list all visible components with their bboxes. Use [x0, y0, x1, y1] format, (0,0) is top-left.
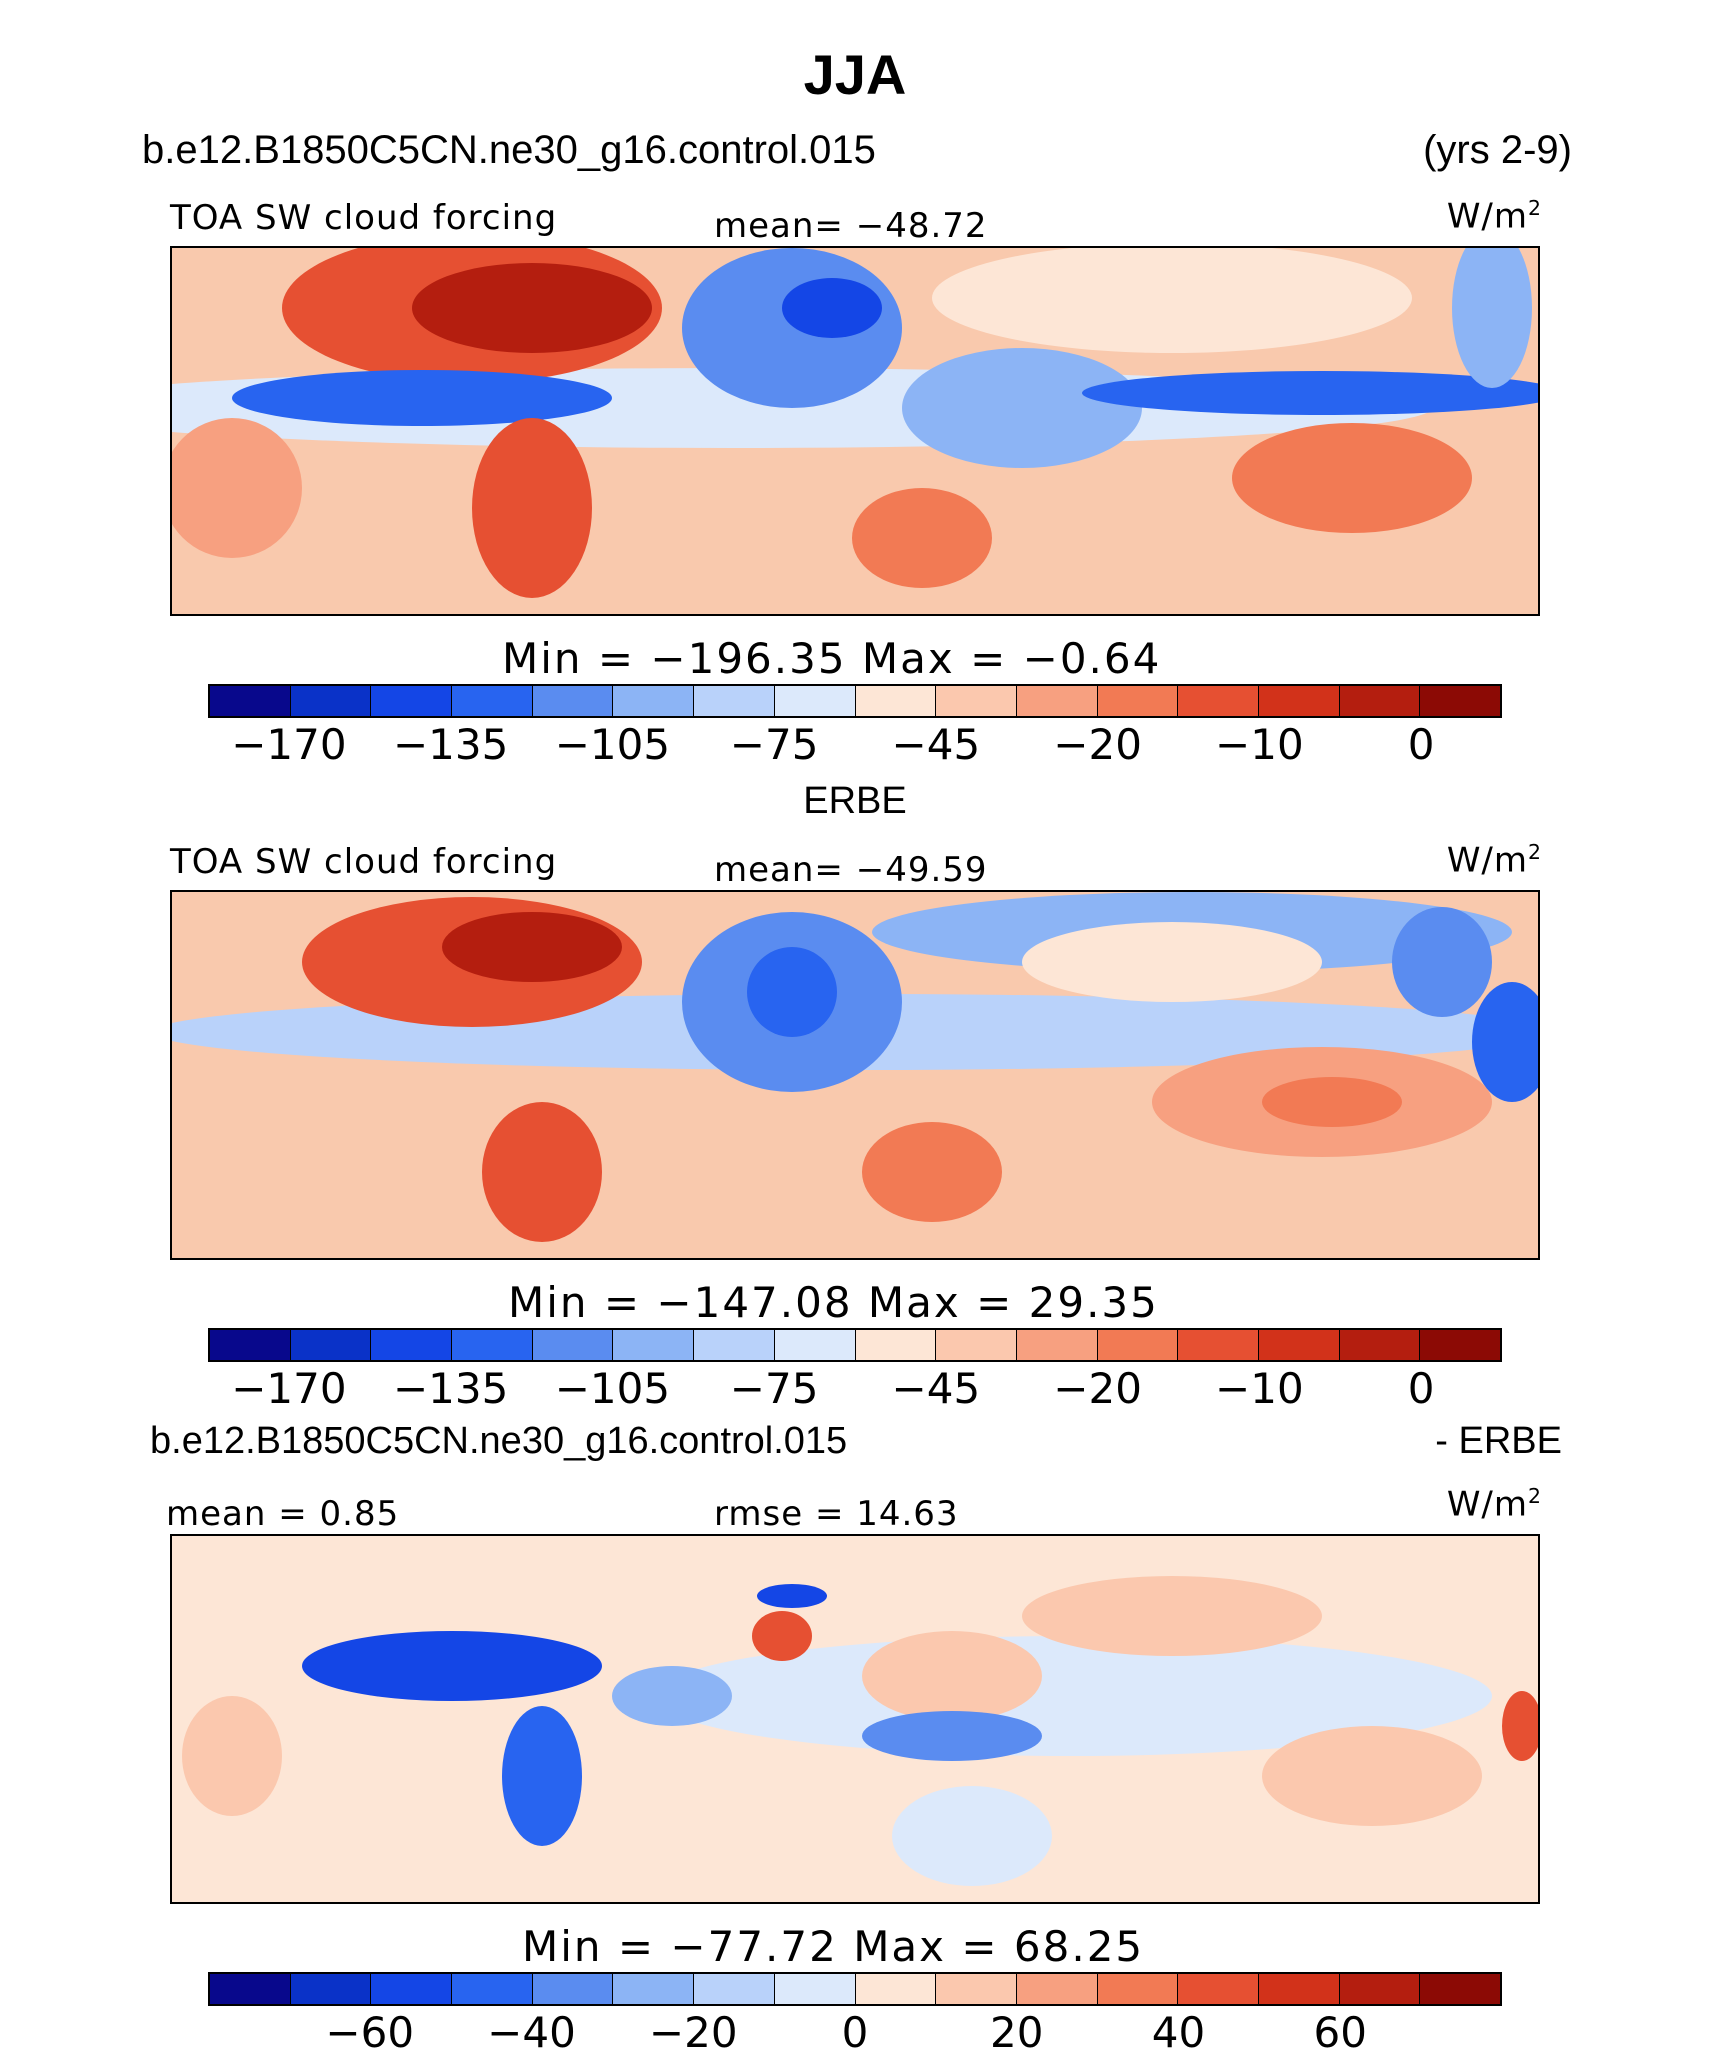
years-label: (yrs 2-9)	[1423, 128, 1572, 172]
panel1-units: W/m2	[1446, 196, 1542, 237]
panel3-mean: mean = 0.85	[166, 1494, 400, 1534]
obs-name: ERBE	[803, 780, 907, 822]
colorbar-swatch	[613, 1974, 695, 2004]
colorbar-swatch	[1178, 1330, 1259, 1360]
panel2-colorbar	[208, 1328, 1502, 1362]
panel2-mean: mean= −49.59	[714, 850, 988, 890]
colorbar-tick-label: 0	[1407, 720, 1435, 769]
colorbar-swatch	[1258, 1330, 1340, 1360]
panel2-map	[170, 890, 1540, 1260]
colorbar-tick-label: 0	[841, 2008, 869, 2057]
colorbar-swatch	[613, 686, 695, 716]
colorbar-swatch	[452, 686, 533, 716]
colorbar-swatch	[1258, 1974, 1340, 2004]
colorbar-tick-label: −10	[1215, 720, 1304, 769]
colorbar-swatch	[855, 1974, 937, 2004]
colorbar-tick-label: −170	[231, 720, 347, 769]
panel1-field	[172, 248, 1538, 614]
colorbar-swatch	[532, 1330, 614, 1360]
colorbar-swatch	[371, 1974, 453, 2004]
panel1-mean: mean= −48.72	[714, 206, 988, 246]
colorbar-swatch	[1178, 686, 1259, 716]
colorbar-swatch	[613, 1330, 695, 1360]
panel2-field	[172, 892, 1538, 1258]
panel1-minmax: Min = −196.35 Max = −0.64	[502, 634, 1162, 683]
panel2-variable: TOA SW cloud forcing	[170, 842, 558, 882]
colorbar-swatch	[1339, 1974, 1421, 2004]
colorbar-swatch	[774, 1330, 856, 1360]
colorbar-tick-label: 60	[1313, 2008, 1367, 2057]
colorbar-tick-label: −45	[891, 1364, 981, 1413]
colorbar-swatch	[774, 1974, 856, 2004]
colorbar-tick-label: −20	[1053, 720, 1142, 769]
colorbar-swatch	[694, 686, 775, 716]
colorbar-tick-label: −40	[487, 2008, 576, 2057]
colorbar-swatch	[936, 1974, 1017, 2004]
colorbar-swatch	[855, 1330, 937, 1360]
diff-case-name: b.e12.B1850C5CN.ne30_g16.control.015	[150, 1420, 848, 1462]
panel1-variable: TOA SW cloud forcing	[170, 198, 558, 238]
panel3-colorbar	[208, 1972, 1502, 2006]
panel1-colorbar	[208, 684, 1502, 718]
case-name: b.e12.B1850C5CN.ne30_g16.control.015	[142, 128, 876, 172]
colorbar-swatch	[210, 1974, 291, 2004]
colorbar-swatch	[1178, 1974, 1259, 2004]
colorbar-swatch	[855, 686, 937, 716]
colorbar-tick-label: −135	[392, 1364, 509, 1413]
colorbar-tick-label: −75	[729, 720, 819, 769]
colorbar-swatch	[290, 686, 372, 716]
colorbar-swatch	[1016, 1974, 1098, 2004]
colorbar-tick-label: 20	[990, 2008, 1044, 2057]
colorbar-swatch	[1097, 1330, 1179, 1360]
colorbar-swatch	[532, 686, 614, 716]
colorbar-swatch	[1097, 1974, 1179, 2004]
colorbar-swatch	[1097, 686, 1179, 716]
colorbar-swatch	[774, 686, 856, 716]
colorbar-tick-label: 40	[1151, 2008, 1206, 2057]
colorbar-tick-label: −20	[648, 2008, 738, 2057]
colorbar-swatch	[1016, 686, 1098, 716]
panel3-rmse: rmse = 14.63	[714, 1494, 959, 1534]
colorbar-swatch	[371, 1330, 453, 1360]
colorbar-swatch	[1258, 686, 1340, 716]
colorbar-swatch	[371, 686, 453, 716]
panel3-field	[172, 1536, 1538, 1902]
colorbar-tick-label: −45	[891, 720, 981, 769]
colorbar-tick-label: −105	[554, 720, 671, 769]
colorbar-swatch	[1339, 686, 1421, 716]
panel2-minmax: Min = −147.08 Max = 29.35	[508, 1278, 1159, 1327]
colorbar-swatch	[936, 1330, 1017, 1360]
colorbar-swatch	[1420, 1330, 1500, 1360]
colorbar-swatch	[452, 1974, 533, 2004]
colorbar-swatch	[1420, 1974, 1500, 2004]
colorbar-swatch	[694, 1974, 775, 2004]
colorbar-tick-label: −20	[1053, 1364, 1142, 1413]
colorbar-swatch	[1420, 686, 1500, 716]
figure-title: JJA	[803, 43, 907, 106]
colorbar-swatch	[936, 686, 1017, 716]
panel1-map	[170, 246, 1540, 616]
panel3-units: W/m2	[1446, 1484, 1542, 1525]
panel2-units: W/m2	[1446, 840, 1542, 881]
colorbar-swatch	[452, 1330, 533, 1360]
colorbar-tick-label: −135	[392, 720, 509, 769]
colorbar-swatch	[1016, 1330, 1098, 1360]
panel3-minmax: Min = −77.72 Max = 68.25	[522, 1922, 1145, 1971]
colorbar-swatch	[532, 1974, 614, 2004]
colorbar-tick-label: −60	[325, 2008, 415, 2057]
colorbar-swatch	[290, 1330, 372, 1360]
colorbar-tick-label: −75	[729, 1364, 819, 1413]
colorbar-swatch	[1339, 1330, 1421, 1360]
colorbar-swatch	[290, 1974, 372, 2004]
colorbar-swatch	[210, 686, 291, 716]
colorbar-tick-label: 0	[1407, 1364, 1435, 1413]
panel3-map	[170, 1534, 1540, 1904]
colorbar-swatch	[694, 1330, 775, 1360]
colorbar-tick-label: −10	[1215, 1364, 1304, 1413]
colorbar-swatch	[210, 1330, 291, 1360]
colorbar-tick-label: −105	[554, 1364, 671, 1413]
colorbar-tick-label: −170	[231, 1364, 347, 1413]
diff-suffix: - ERBE	[1435, 1420, 1562, 1462]
